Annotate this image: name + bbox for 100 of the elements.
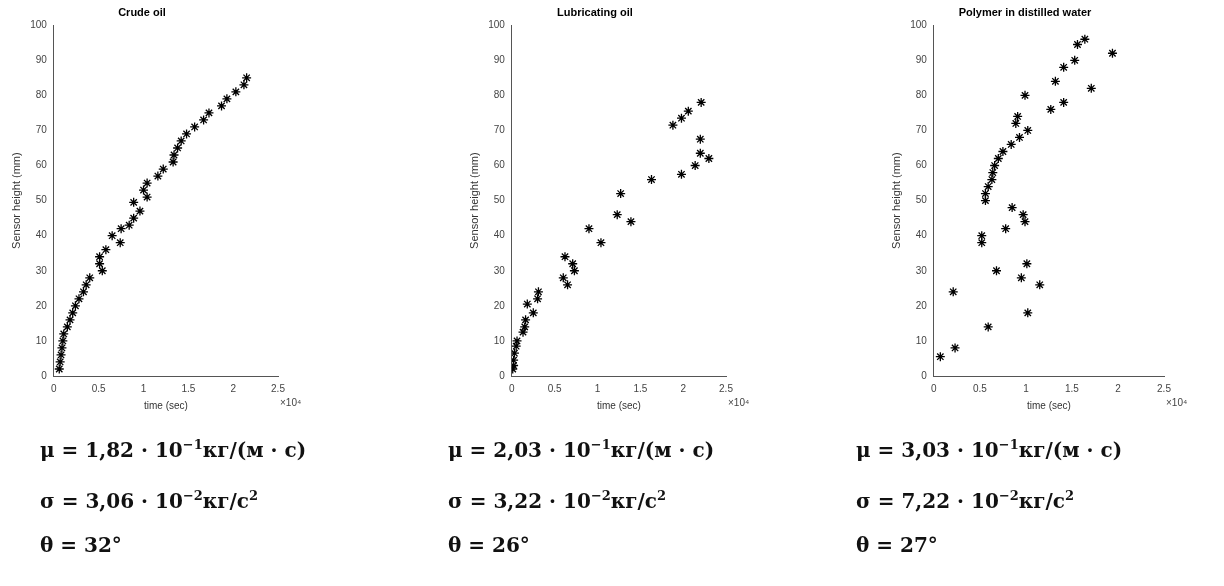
point — [695, 134, 706, 145]
point — [172, 142, 183, 154]
point — [94, 258, 105, 269]
point — [695, 148, 706, 159]
y-tick-label: 70 — [35, 124, 48, 136]
x-tick-label: 2.5 — [271, 382, 286, 394]
y-tick-label: 0 — [921, 369, 928, 381]
point — [1058, 62, 1069, 73]
point — [935, 351, 946, 362]
point — [1010, 118, 1021, 129]
y-tick-label: 0 — [41, 369, 48, 381]
point — [1069, 55, 1080, 66]
y-axis-title: Sensor height (mm) — [9, 152, 22, 249]
point — [1022, 307, 1033, 319]
point — [238, 79, 250, 90]
point — [1016, 272, 1027, 283]
point — [983, 321, 994, 333]
text: σ = 3,06 · 10$^{−2}$кг/с$^{2}$ — [40, 486, 260, 515]
point — [522, 298, 533, 310]
point — [81, 279, 92, 290]
y-tick-label: 100 — [30, 18, 48, 30]
point — [980, 188, 991, 199]
point — [696, 97, 707, 108]
point — [533, 286, 544, 297]
point — [567, 258, 578, 269]
text: ×10⁴ — [728, 396, 750, 408]
x-tick-label: 1 — [140, 382, 147, 394]
y-tick-label: 50 — [493, 194, 506, 206]
point — [167, 156, 179, 168]
y-tick-label: 90 — [35, 54, 48, 66]
point — [168, 149, 180, 161]
point — [989, 160, 1000, 171]
y-tick-label: 100 — [910, 18, 928, 30]
point — [997, 146, 1009, 157]
y-tick-label: 60 — [493, 159, 506, 171]
x-axis-title: time (sec) — [596, 399, 641, 411]
point — [97, 265, 108, 276]
point — [128, 197, 139, 208]
point — [519, 321, 530, 333]
y-axis-title: Sensor height (mm) — [467, 152, 480, 249]
x-tick-label: 2.5 — [1157, 382, 1172, 394]
y-tick-label: 90 — [493, 54, 506, 66]
point — [100, 244, 112, 255]
x-tick-label: 2 — [1115, 382, 1122, 394]
point — [70, 300, 81, 311]
point — [1019, 216, 1031, 227]
x-tick-label: 1.5 — [181, 382, 196, 394]
point — [124, 220, 135, 231]
point — [94, 251, 105, 262]
point — [128, 212, 139, 224]
y-tick-label: 40 — [493, 229, 506, 241]
point — [1006, 202, 1018, 213]
point — [690, 160, 701, 171]
y-tick-label: 50 — [35, 194, 48, 206]
x-tick-label: 2 — [680, 382, 687, 394]
point — [703, 153, 715, 164]
point — [203, 107, 215, 119]
point — [976, 237, 987, 248]
point — [976, 230, 987, 241]
point — [1034, 279, 1045, 290]
x-tick-label: 1.5 — [633, 382, 648, 394]
point — [532, 293, 543, 304]
point — [612, 209, 623, 220]
point — [64, 314, 76, 326]
point — [1079, 34, 1090, 45]
y-tick-label: 10 — [35, 334, 48, 346]
x-tick-label: 0 — [509, 382, 516, 394]
point — [558, 272, 569, 283]
point — [141, 177, 153, 189]
y-tick-label: 20 — [35, 299, 48, 311]
point — [216, 100, 227, 112]
x-axis-title: time (sec) — [1026, 399, 1071, 411]
y-tick-label: 20 — [915, 299, 928, 311]
text: θ = 32° — [40, 532, 123, 560]
y-tick-label: 80 — [493, 89, 506, 101]
y-tick-label: 70 — [493, 124, 506, 136]
point — [134, 205, 146, 217]
x-tick-label: 1 — [594, 382, 601, 394]
y-tick-label: 0 — [499, 369, 506, 381]
y-tick-label: 50 — [915, 194, 928, 206]
point — [993, 153, 1004, 164]
point — [221, 93, 233, 105]
x-tick-label: 0 — [51, 382, 58, 394]
x-tick-label: 0.5 — [91, 382, 107, 394]
point — [241, 72, 252, 83]
y-tick-label: 10 — [493, 334, 506, 346]
point — [107, 230, 118, 241]
point — [1058, 97, 1069, 108]
point — [1012, 111, 1023, 122]
point — [1021, 258, 1032, 269]
point — [1000, 223, 1011, 234]
point — [595, 237, 607, 248]
point — [948, 286, 959, 297]
text: σ = 3,22 · 10$^{−2}$кг/с$^{2}$ — [448, 486, 668, 515]
text: σ = 7,22 · 10$^{−2}$кг/с$^{2}$ — [856, 486, 1076, 515]
point — [1018, 209, 1029, 220]
point — [562, 279, 573, 290]
point — [676, 169, 687, 180]
point — [559, 251, 571, 262]
point — [949, 342, 961, 354]
